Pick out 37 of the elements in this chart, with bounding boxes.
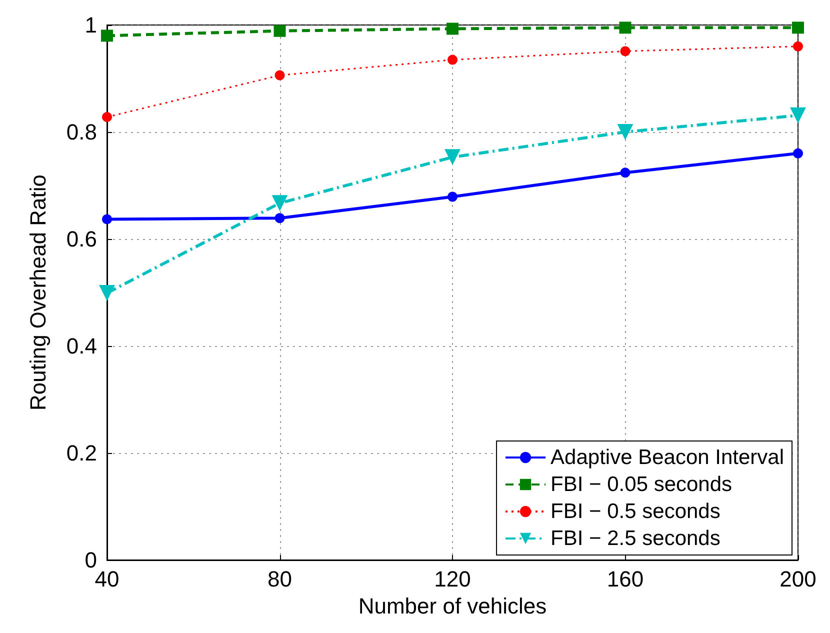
point <box>792 22 804 34</box>
point <box>446 22 458 35</box>
point <box>448 54 458 65</box>
point <box>102 214 112 224</box>
point <box>99 285 115 302</box>
x-tick-label: 80 <box>268 566 292 592</box>
x-axis-title: Number of vehicles <box>358 593 547 618</box>
y-tick-label: 0.2 <box>66 440 97 466</box>
y-tick-label: 0.4 <box>66 334 97 358</box>
legend-label: FBI − 0.05 seconds <box>550 473 732 496</box>
point <box>619 22 632 34</box>
point <box>620 46 630 56</box>
point <box>101 30 113 42</box>
y-tick-label: 1 <box>84 12 97 38</box>
point <box>274 24 286 37</box>
legend-label: FBI − 0.5 seconds <box>550 500 720 523</box>
point <box>274 70 285 80</box>
y-tick-label: 0 <box>84 548 97 572</box>
x-tick-label: 40 <box>94 566 120 592</box>
point <box>617 124 634 140</box>
point <box>620 168 630 178</box>
point <box>790 107 806 124</box>
point <box>793 41 803 52</box>
y-axis-title: Routing Overhead Ratio <box>26 174 50 411</box>
point <box>448 192 458 202</box>
legend-label: Adaptive Beacon Interval <box>550 446 784 469</box>
x-tick-label: 120 <box>434 566 471 592</box>
point <box>444 149 460 166</box>
x-tick-label: 160 <box>606 566 644 592</box>
y-tick-label: 0.8 <box>66 120 97 144</box>
point <box>272 195 288 212</box>
point <box>102 112 112 122</box>
x-tick-label: 200 <box>780 566 816 592</box>
y-tick-label: 0.6 <box>66 226 97 252</box>
point <box>793 148 803 158</box>
point <box>274 213 285 224</box>
legend-label: FBI − 2.5 seconds <box>550 527 720 550</box>
